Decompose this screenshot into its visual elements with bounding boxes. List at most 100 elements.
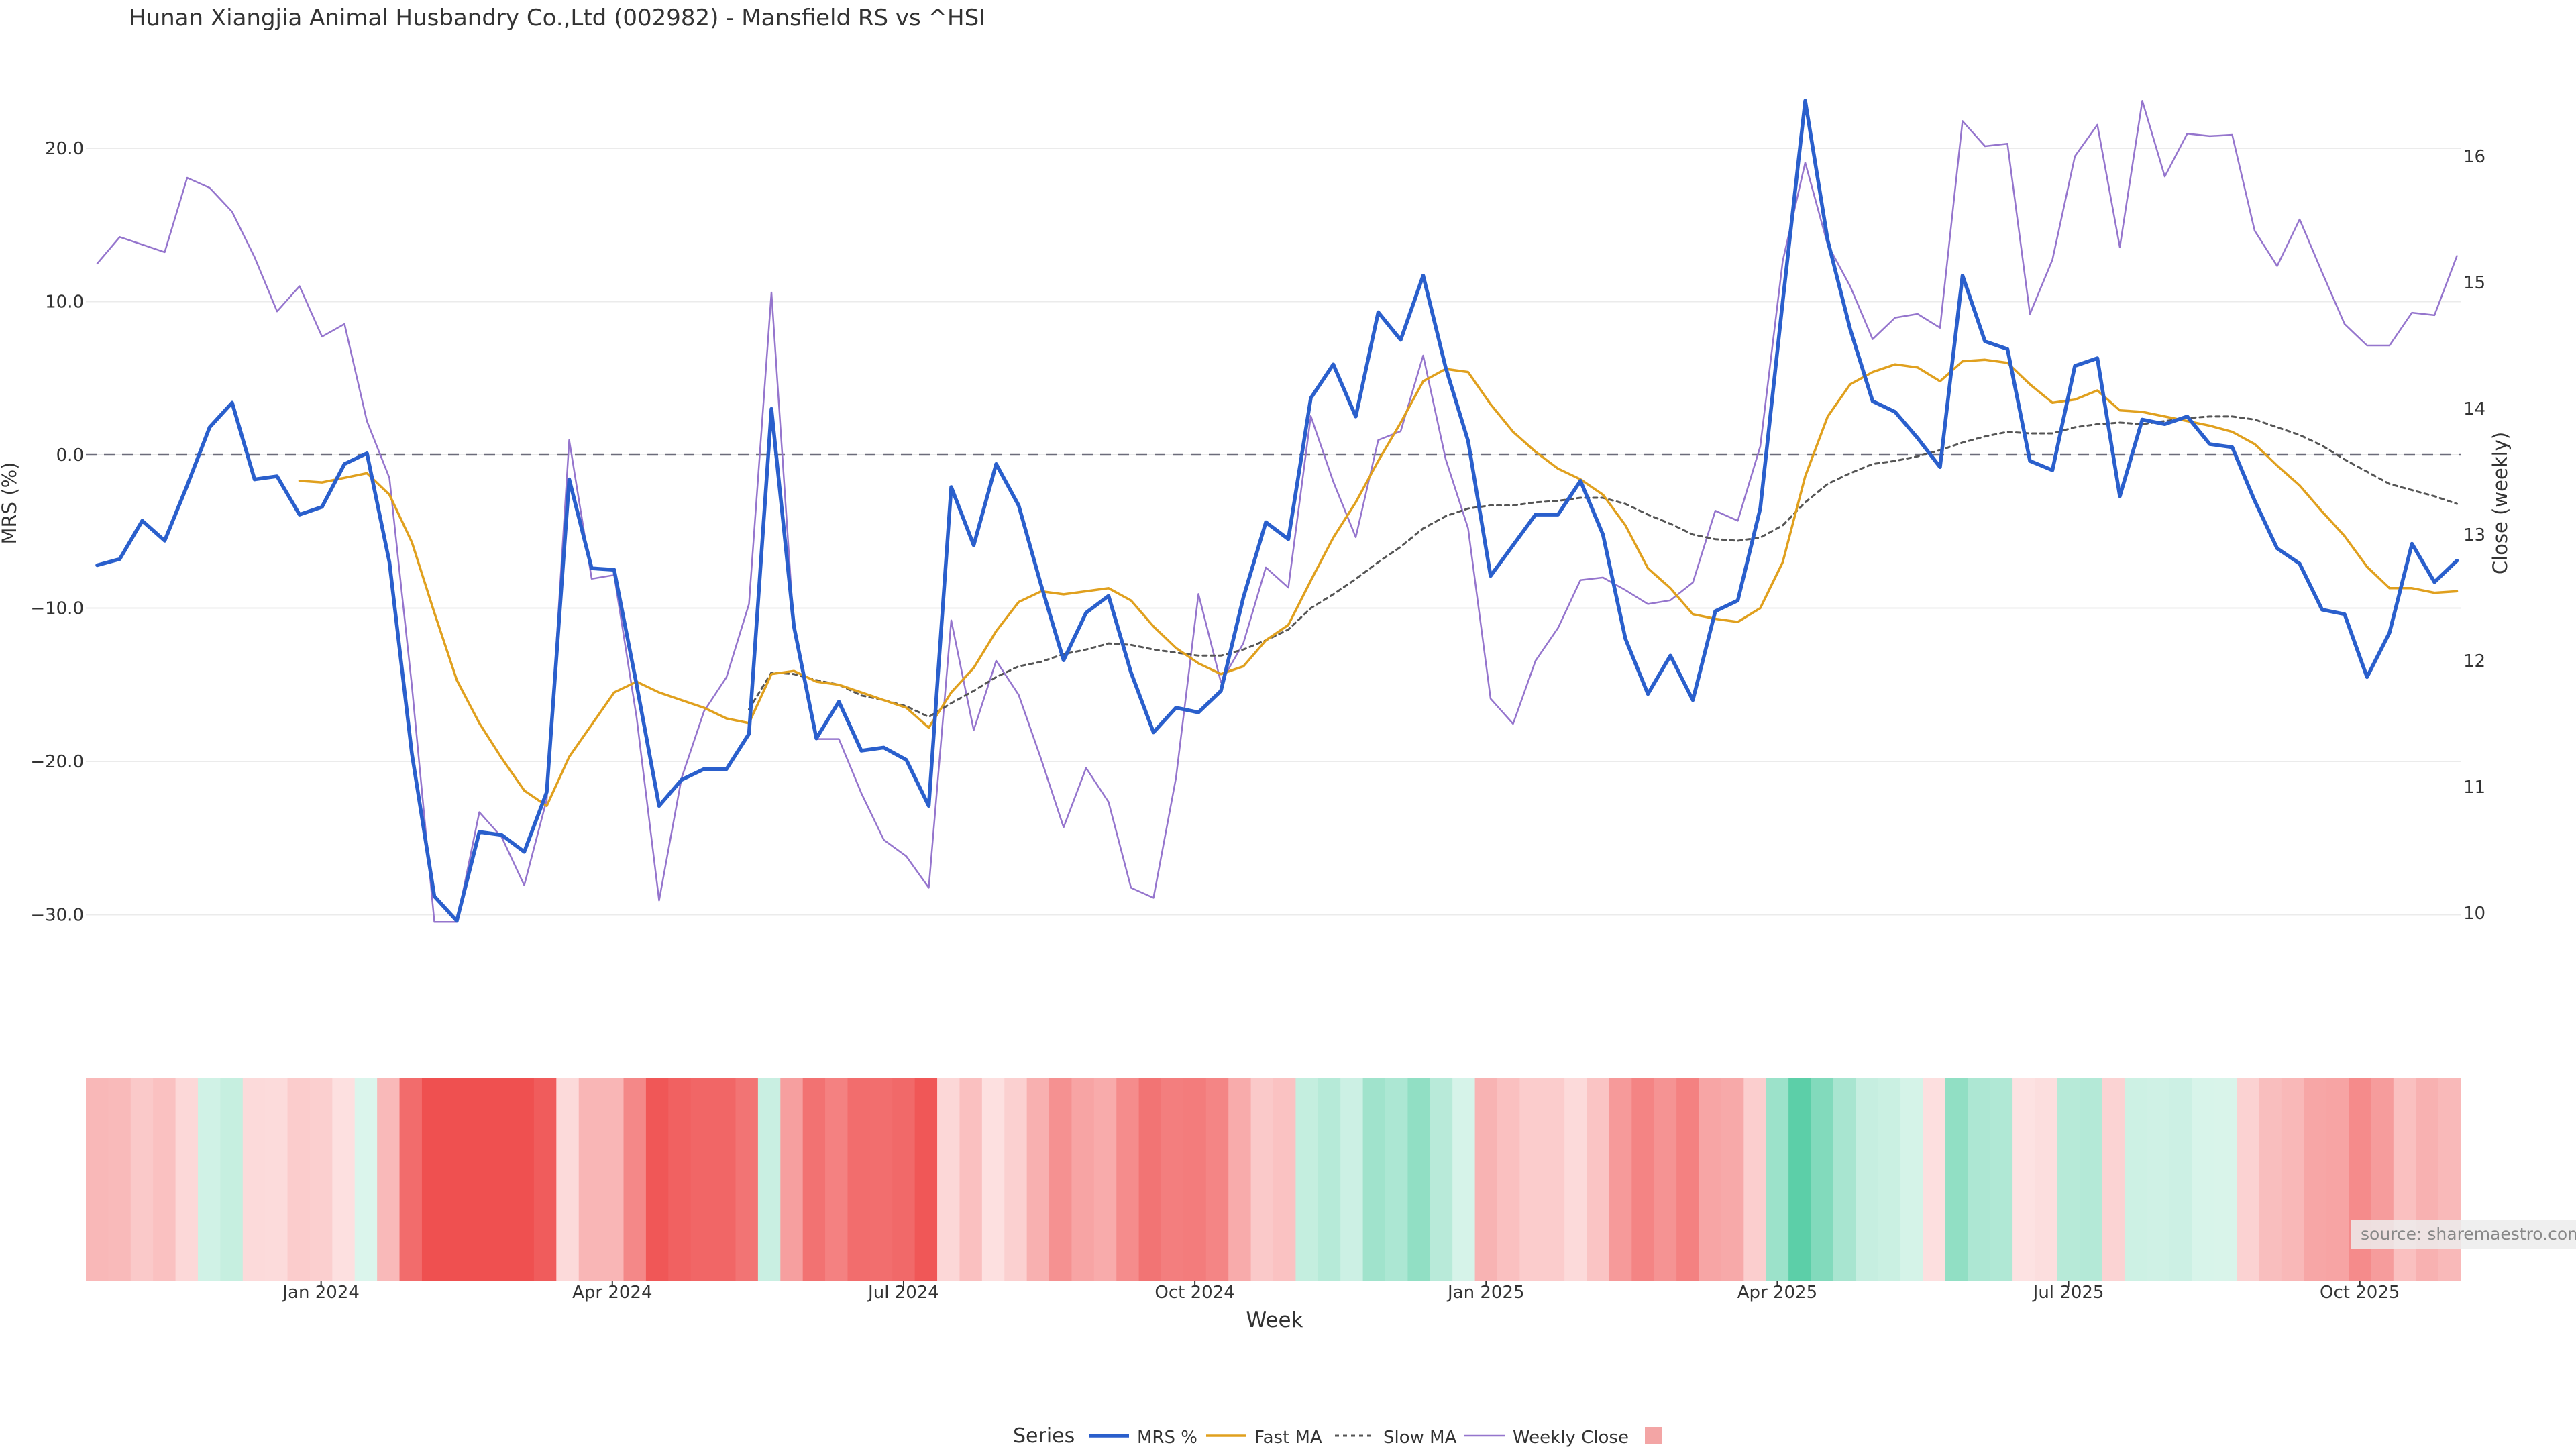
heatmap-cell <box>489 1078 513 1281</box>
heatmap-cell <box>1071 1078 1095 1281</box>
heatmap-cell <box>1250 1078 1274 1281</box>
legend-label: MRS % <box>1137 1428 1197 1448</box>
left-tick-label: −20.0 <box>30 752 84 772</box>
heatmap-cell <box>802 1078 826 1281</box>
source-annotation: source: sharemaestro.com <box>2351 1220 2576 1249</box>
heatmap-cell <box>1811 1078 1834 1281</box>
heatmap-cell <box>1766 1078 1789 1281</box>
heatmap-cell <box>668 1078 692 1281</box>
heatmap-cell <box>1631 1078 1655 1281</box>
legend: Series MRS % Fast MA Slow MA Weekly Close <box>1013 1424 1662 1448</box>
heatmap-strip <box>86 1078 2461 1281</box>
heatmap-cell <box>1743 1078 1767 1281</box>
heatmap-cell <box>2214 1078 2237 1281</box>
heatmap-cell <box>578 1078 602 1281</box>
left-tick-label: −10.0 <box>30 599 84 619</box>
heatmap-cell <box>601 1078 625 1281</box>
heatmap-cell <box>1497 1078 1521 1281</box>
series-line-fast-ma <box>298 358 2459 808</box>
right-tick-label: 11 <box>2463 777 2485 798</box>
heatmap-cell <box>757 1078 782 1281</box>
heatmap-cell <box>981 1078 1006 1281</box>
heatmap-cell <box>1318 1078 1341 1281</box>
heatmap-cell <box>1093 1078 1118 1281</box>
heatmap-cell <box>1699 1078 1722 1281</box>
legend-heat-swatch <box>1645 1427 1662 1444</box>
x-tick-label: Apr 2024 <box>572 1283 652 1303</box>
left-tick-label: 0.0 <box>56 445 84 466</box>
left-axis-ticks: 20.0 10.0 0.0 −10.0 −20.0 −30.0 <box>30 139 84 926</box>
heatmap-cell <box>2125 1078 2148 1281</box>
heatmap-cell <box>2416 1078 2439 1281</box>
heatmap-cell <box>1183 1078 1207 1281</box>
heatmap-cell <box>713 1078 737 1281</box>
heatmap-cell <box>690 1078 714 1281</box>
heatmap-cell <box>645 1078 669 1281</box>
heatmap-cell <box>2304 1078 2327 1281</box>
heatmap-cell <box>466 1078 490 1281</box>
heatmap-cell <box>287 1078 311 1281</box>
heatmap-cell <box>1205 1078 1230 1281</box>
heatmap-cell <box>1295 1078 1319 1281</box>
heatmap-cell <box>2349 1078 2372 1281</box>
heatmap-cell <box>1676 1078 1700 1281</box>
heatmap-cell <box>1026 1078 1050 1281</box>
left-tick-label: 20.0 <box>45 139 84 159</box>
left-tick-label: −30.0 <box>30 906 84 926</box>
heatmap-cell <box>914 1078 938 1281</box>
heatmap-cell <box>1945 1078 1969 1281</box>
x-axis-label: Week <box>1246 1308 1303 1332</box>
chart-title: Hunan Xiangjia Animal Husbandry Co.,Ltd … <box>129 5 985 32</box>
heatmap-cell <box>2237 1078 2260 1281</box>
heatmap-cell <box>1968 1078 1991 1281</box>
heatmap-cell <box>86 1078 109 1281</box>
legend-label: Weekly Close <box>1513 1428 1629 1448</box>
heatmap-cell <box>1564 1078 1588 1281</box>
heatmap-cell <box>1654 1078 1677 1281</box>
x-axis-ticks: Jan 2024 Apr 2024 Jul 2024 Oct 2024 Jan 2025… <box>281 1281 2400 1303</box>
x-tick-label: Oct 2024 <box>1155 1283 1234 1303</box>
heatmap-cell <box>511 1078 535 1281</box>
heatmap-cell <box>1833 1078 1857 1281</box>
heatmap-cell <box>444 1078 468 1281</box>
right-tick-label: 13 <box>2463 525 2485 545</box>
heatmap-cell <box>2192 1078 2215 1281</box>
heatmap-cell <box>1340 1078 1364 1281</box>
heatmap-cell <box>2102 1078 2125 1281</box>
right-tick-label: 16 <box>2463 147 2485 167</box>
series-lines <box>95 99 2459 923</box>
heatmap-cell <box>623 1078 647 1281</box>
heatmap-cell <box>1587 1078 1610 1281</box>
x-tick-label: Jul 2024 <box>867 1283 939 1303</box>
heatmap-cell <box>197 1078 221 1281</box>
right-tick-label: 10 <box>2463 904 2485 924</box>
heatmap-cell <box>175 1078 199 1281</box>
legend-label: Fast MA <box>1254 1428 1322 1448</box>
heatmap-cell <box>869 1078 894 1281</box>
heatmap-cell <box>1138 1078 1162 1281</box>
x-tick-label: Jan 2024 <box>281 1283 360 1303</box>
heatmap-cell <box>399 1078 423 1281</box>
heatmap-cell <box>1161 1078 1185 1281</box>
heatmap-cell <box>2393 1078 2417 1281</box>
heatmap-cell <box>825 1078 849 1281</box>
heatmap-cell <box>1452 1078 1476 1281</box>
series-line-mrs <box>95 99 2459 923</box>
heatmap-cell <box>1788 1078 1812 1281</box>
legend-label: Slow MA <box>1383 1428 1457 1448</box>
heatmap-cell <box>1542 1078 1565 1281</box>
heatmap-cell <box>2147 1078 2170 1281</box>
right-axis-ticks: 16 15 14 13 12 11 10 <box>2463 147 2485 924</box>
right-tick-label: 12 <box>2463 651 2485 672</box>
heatmap-cell <box>937 1078 961 1281</box>
right-axis-label: Close (weekly) <box>2489 432 2512 574</box>
heatmap-cell <box>2371 1078 2394 1281</box>
heatmap-cell <box>1990 1078 2013 1281</box>
heatmap-cell <box>2080 1078 2103 1281</box>
heatmap-cell <box>1519 1078 1543 1281</box>
heatmap-cell <box>2438 1078 2461 1281</box>
series-line-slow-ma <box>748 415 2458 718</box>
heatmap-cell <box>2326 1078 2349 1281</box>
heatmap-cell <box>1609 1078 1633 1281</box>
